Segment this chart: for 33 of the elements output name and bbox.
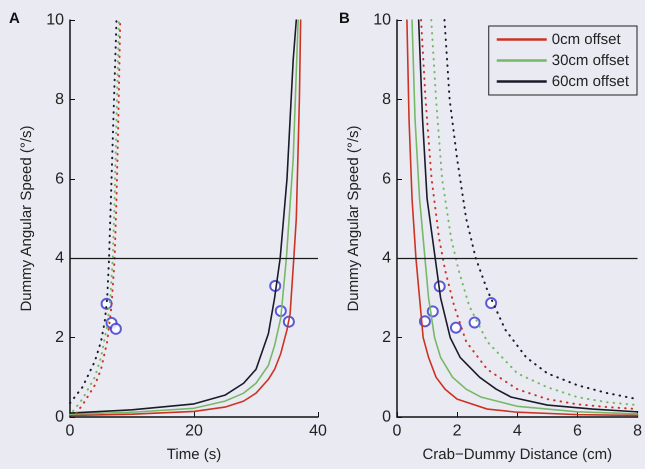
y-tick-label: 8 (382, 90, 392, 108)
legend-label: 30cm offset (552, 52, 630, 69)
point (468, 316, 481, 329)
x-tick-label: 40 (309, 422, 327, 440)
y-tick-label: 10 (46, 12, 64, 28)
y-tick-label: 2 (382, 329, 392, 346)
y-tick-label: 2 (55, 329, 64, 346)
y-tick-label: 10 (373, 12, 392, 28)
x-tick-label: 8 (633, 422, 642, 440)
y-tick-label: 6 (55, 170, 64, 188)
x-tick-label: 2 (452, 422, 462, 440)
y-tick-label: 4 (382, 250, 392, 267)
x-tick-label: 4 (512, 422, 522, 440)
y-tick-label: 0 (55, 408, 64, 426)
y-tick-label: 6 (382, 170, 392, 188)
y-axis-title: Dummy Angular Speed (°/s) (18, 125, 35, 312)
legend-label: 60cm offset (552, 73, 630, 90)
x-tick-label: 0 (66, 422, 75, 440)
legend-label: 0cm offset (552, 31, 622, 48)
x-tick-label: 0 (392, 422, 402, 440)
y-axis-title: Dummy Angular Speed (°/s) (345, 125, 362, 312)
x-axis-title: Crab−Dummy Distance (cm) (422, 446, 612, 463)
x-tick-label: 20 (185, 422, 203, 440)
point (450, 322, 462, 334)
chart-title: A (9, 10, 20, 27)
x-tick-label: 6 (572, 422, 582, 440)
y-tick-label: 0 (382, 408, 392, 426)
chart-title: B (339, 10, 350, 27)
point (485, 297, 498, 310)
point (110, 322, 122, 335)
x-axis-title: Time (s) (166, 446, 222, 463)
y-tick-label: 8 (55, 90, 64, 108)
y-tick-label: 4 (55, 250, 64, 267)
